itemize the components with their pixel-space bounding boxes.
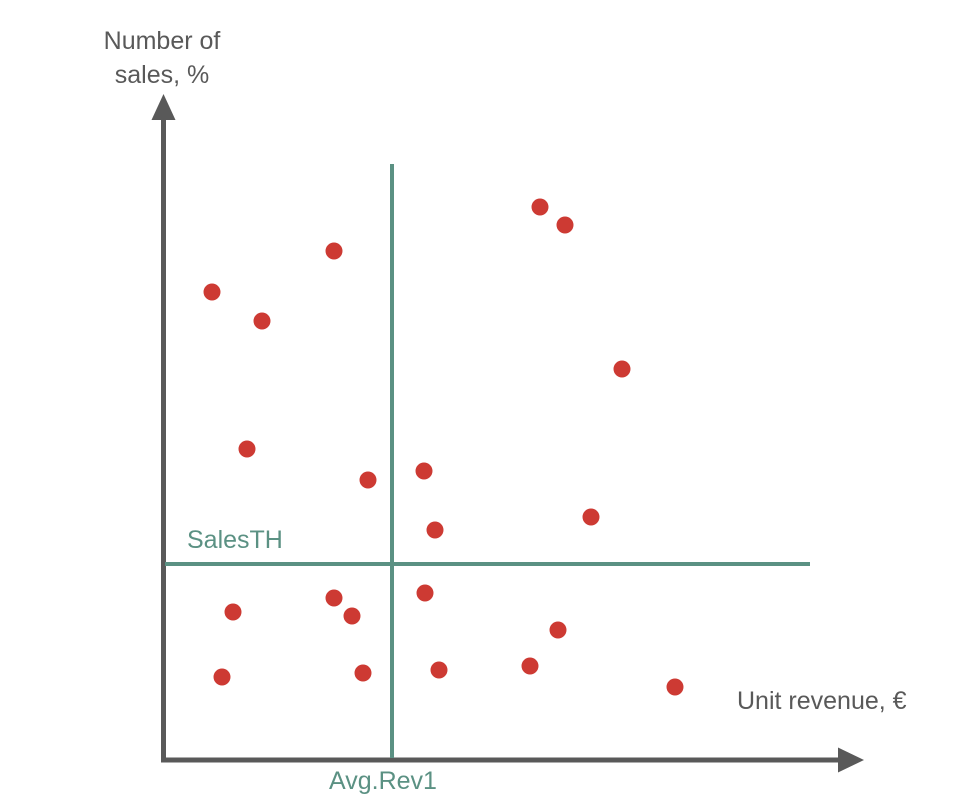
data-point <box>531 198 549 216</box>
data-point <box>343 607 361 625</box>
sales-threshold-label: SalesTH <box>187 526 283 554</box>
data-point <box>359 471 377 489</box>
data-point <box>521 657 539 675</box>
y-axis-arrow-icon <box>151 94 176 120</box>
y-axis <box>151 94 176 762</box>
data-point <box>325 589 343 607</box>
avg-revenue-label: Avg.Rev1 <box>329 767 437 795</box>
x-axis <box>161 747 864 773</box>
data-point <box>582 508 600 526</box>
y-axis-title-line1: Number of <box>103 27 221 55</box>
data-point <box>666 678 684 696</box>
data-point <box>238 440 256 458</box>
data-point <box>354 664 372 682</box>
data-point <box>224 603 242 621</box>
data-point <box>426 521 444 539</box>
data-point <box>549 621 567 639</box>
x-axis-title: Unit revenue, € <box>737 687 907 715</box>
data-point <box>613 360 631 378</box>
data-point <box>430 661 448 679</box>
threshold-lines <box>165 164 810 758</box>
data-point <box>416 584 434 602</box>
data-point <box>325 242 343 260</box>
y-axis-title-line2: sales, % <box>114 61 210 89</box>
x-axis-arrow-icon <box>838 747 864 773</box>
data-point <box>203 283 221 301</box>
data-point <box>556 216 574 234</box>
y-axis-title: Number of sales, % <box>92 24 232 92</box>
data-point <box>415 462 433 480</box>
data-points <box>203 198 684 696</box>
data-point <box>213 668 231 686</box>
data-point <box>253 312 271 330</box>
